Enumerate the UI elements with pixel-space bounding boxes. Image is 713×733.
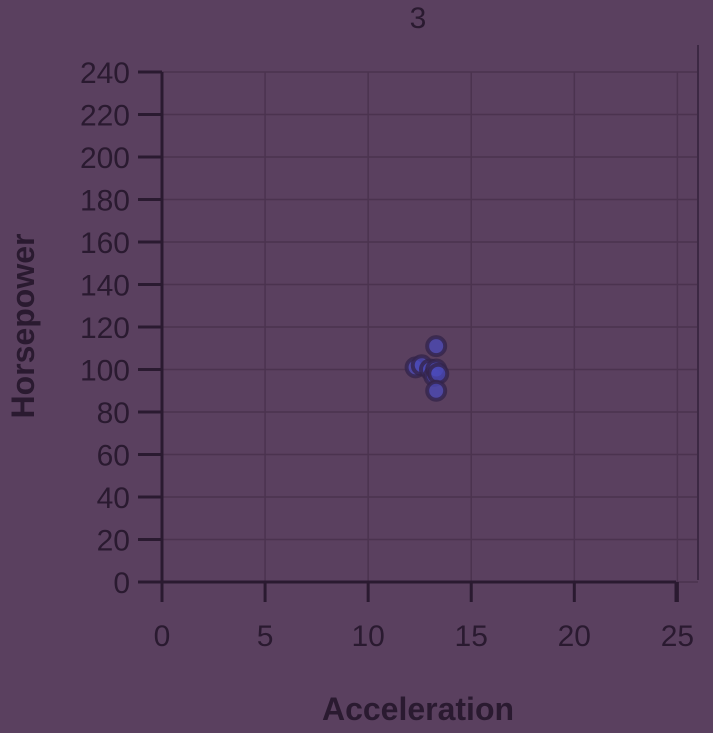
x-tick-label: 25 — [661, 620, 694, 653]
y-tick-label: 180 — [80, 185, 130, 218]
y-tick-label: 40 — [97, 482, 130, 515]
x-tick-label: 5 — [257, 620, 274, 653]
x-tick-label: 15 — [455, 620, 488, 653]
x-axis-label: Acceleration — [322, 691, 514, 727]
data-point — [425, 335, 448, 358]
data-point — [425, 379, 448, 402]
points-layer — [404, 335, 450, 402]
y-tick-label: 120 — [80, 312, 130, 345]
x-tick-label: 20 — [558, 620, 591, 653]
y-tick-label: 100 — [80, 355, 130, 388]
grid-layer — [161, 71, 698, 583]
x-tick-label: 10 — [351, 620, 384, 653]
x-tick-label: 0 — [154, 620, 171, 653]
axis-layer: 0 20 40 60 80 100 120 140 160 180 200 220 240 0 5 10 15 2… — [80, 57, 694, 653]
y-tick-label: 0 — [113, 567, 130, 600]
y-tick-label: 220 — [80, 100, 130, 133]
y-tick-label: 20 — [97, 525, 130, 558]
y-tick-label: 200 — [80, 142, 130, 175]
y-tick-label: 80 — [97, 397, 130, 430]
chart-title: 3 — [410, 2, 427, 35]
y-tick-label: 160 — [80, 227, 130, 260]
y-tick-label: 240 — [80, 57, 130, 90]
y-tick-label: 140 — [80, 270, 130, 303]
y-axis-label: Horsepower — [5, 234, 41, 419]
y-tick-label: 60 — [97, 440, 130, 473]
